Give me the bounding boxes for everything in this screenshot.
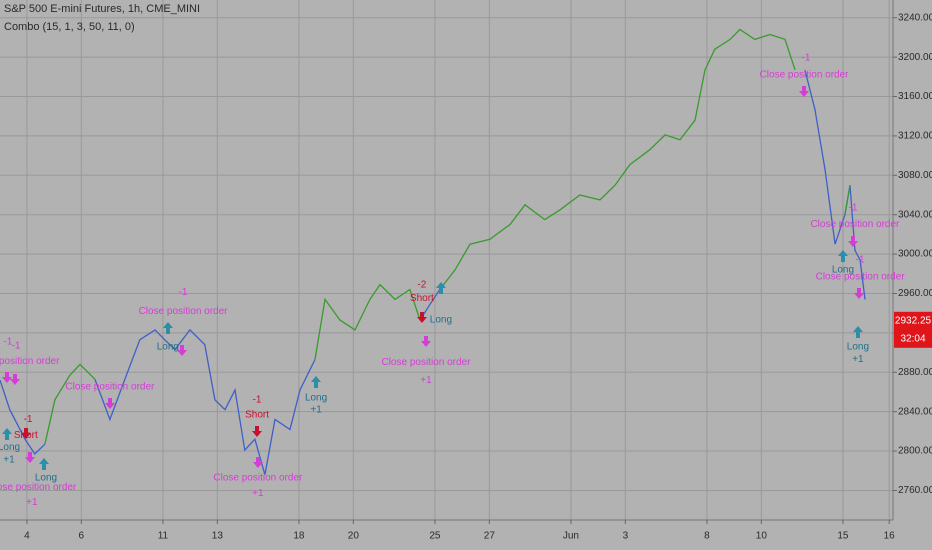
arrow	[253, 457, 263, 468]
arrow	[177, 345, 187, 356]
annotation: Close position order	[0, 482, 77, 493]
x-tick-label: 6	[79, 531, 85, 542]
annotation: Long	[35, 472, 57, 483]
x-tick-label: 27	[484, 531, 496, 542]
annotation: Close position order	[139, 306, 229, 317]
annotation: +1	[310, 404, 322, 415]
annotation: Close position order	[0, 356, 60, 367]
arrow	[848, 236, 858, 247]
y-tick-label: 2760.00	[898, 485, 932, 496]
indicator-label: Combo (15, 1, 3, 50, 11, 0)	[4, 21, 135, 33]
annotation: Short	[245, 409, 269, 420]
annotation: Long	[157, 341, 179, 352]
last-price-box	[894, 311, 932, 348]
y-tick-label: 2840.00	[898, 406, 932, 417]
arrow	[854, 288, 864, 299]
annotation: Close position order	[760, 69, 850, 80]
annotation: Close position order	[213, 472, 303, 483]
x-tick-label: 4	[24, 531, 30, 542]
annotation: +1	[3, 455, 15, 466]
annotation: Long	[305, 393, 327, 404]
annotation: -1	[24, 414, 33, 425]
last-price: 2932.25	[895, 315, 932, 326]
countdown: 32:04	[900, 333, 925, 344]
arrow	[799, 86, 809, 97]
annotation: -1	[3, 336, 12, 347]
arrow	[311, 376, 321, 388]
y-tick-label: 3200.00	[898, 52, 932, 63]
annotation: Long	[832, 264, 854, 275]
x-tick-label: 11	[158, 531, 169, 542]
annotation: Long	[430, 315, 452, 326]
y-tick-label: 2880.00	[898, 367, 932, 378]
arrow	[436, 282, 446, 294]
arrow	[417, 312, 427, 323]
annotation: -1	[253, 394, 262, 405]
arrow	[25, 452, 35, 463]
y-tick-label: 2960.00	[898, 288, 932, 299]
price-line	[44, 28, 851, 445]
annotation: Short	[14, 430, 38, 441]
x-tick-label: 3	[623, 531, 629, 542]
annotation: Long	[847, 341, 869, 352]
y-tick-label: 2800.00	[898, 446, 932, 457]
annotation: Long	[0, 442, 20, 453]
arrow	[252, 426, 262, 437]
annotation: Close position order	[381, 357, 471, 368]
x-tick-label: 8	[704, 531, 710, 542]
x-tick-label: 18	[293, 531, 305, 542]
y-tick-label: 3000.00	[898, 249, 932, 260]
annotation: +1	[26, 497, 38, 508]
arrow	[2, 372, 12, 383]
annotation: Close position order	[816, 271, 906, 282]
annotation: Short	[410, 293, 434, 304]
arrow	[853, 326, 863, 338]
arrow	[39, 458, 49, 470]
arrow	[10, 374, 20, 385]
annotation: +1	[420, 375, 432, 386]
annotation: -1	[179, 287, 188, 298]
grid	[0, 0, 893, 520]
x-tick-label: 10	[756, 531, 768, 542]
price-lines	[0, 28, 866, 475]
annotation: -2	[417, 279, 426, 290]
plot-background	[0, 0, 893, 520]
y-tick-label: 3080.00	[898, 170, 932, 181]
annotation: +1	[852, 354, 864, 365]
annotation: +1	[252, 488, 264, 499]
annotation: -1	[802, 53, 811, 64]
annotation: Close position order	[65, 382, 155, 393]
x-tick-label: 16	[884, 531, 896, 542]
x-tick-label: 20	[348, 531, 360, 542]
arrow	[163, 322, 173, 334]
annotation: -1	[849, 202, 858, 213]
arrow	[421, 336, 431, 347]
arrow	[838, 250, 848, 262]
chart-title: S&P 500 E-mini Futures, 1h, CME_MINI	[4, 3, 200, 15]
arrow	[2, 428, 12, 440]
x-tick-label: 13	[212, 531, 224, 542]
annotation: -1	[856, 255, 865, 266]
y-tick-label: 3240.00	[898, 12, 932, 23]
y-tick-label: 3160.00	[898, 91, 932, 102]
x-tick-label: 25	[429, 531, 441, 542]
arrow	[105, 398, 115, 409]
x-tick-label: Jun	[563, 531, 579, 542]
y-tick-label: 3040.00	[898, 209, 932, 220]
y-tick-label: 3120.00	[898, 131, 932, 142]
price-line	[0, 69, 866, 475]
x-tick-label: 15	[837, 531, 849, 542]
annotation: Close position order	[810, 219, 900, 230]
annotation: -1	[12, 340, 21, 351]
signal-arrows	[2, 86, 864, 470]
arrow	[21, 428, 31, 439]
